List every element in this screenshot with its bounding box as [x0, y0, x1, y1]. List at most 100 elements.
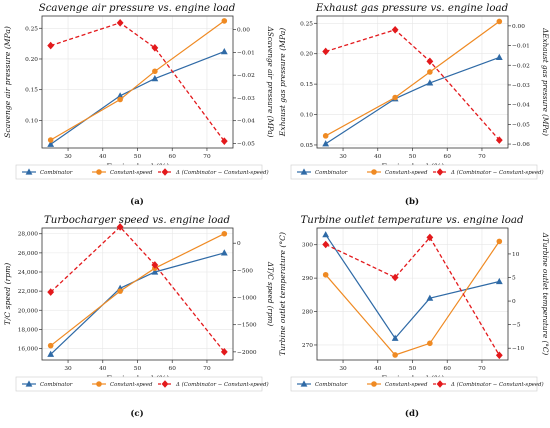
y2-axis-label: ΔT/C speed (rpm) [266, 261, 275, 327]
data-point [495, 53, 503, 60]
data-point [47, 342, 54, 349]
legend-swatch-marker [96, 381, 102, 387]
data-point [391, 273, 399, 282]
y-tick-label: 0.20 [25, 57, 38, 63]
y-axis-label: Exhaust gas pressure (MPa) [278, 28, 287, 137]
data-point [220, 348, 228, 356]
data-point [220, 249, 228, 256]
legend-label: Δ (Combinator − Constant-speed) [175, 169, 269, 176]
y-tick-label: 24,000 [18, 270, 39, 276]
x-tick-label: 50 [134, 366, 142, 372]
series-combinator [322, 231, 503, 341]
data-point [392, 352, 398, 358]
panel-c: Turbocharger speed vs. engine load 30 40 50… [0, 212, 275, 428]
legend-label: Combinator [40, 170, 73, 176]
y-tick-label: 300 [302, 243, 313, 249]
x-tick-label: 40 [374, 154, 382, 160]
chart-exhaust-gas-pressure: Exhaust gas pressure vs. engine load 30 40… [278, 3, 550, 207]
legend-label: Constant-speed [110, 170, 153, 176]
legend-swatch-marker [371, 381, 377, 387]
y2-axis-label: ΔExhaust gas pressure (MPa) [541, 27, 550, 136]
chart-title: Scavenge air pressure vs. engine load [39, 3, 236, 14]
y2-tick-label: −1500 [237, 323, 257, 329]
y2-tick-label: 0 [512, 299, 516, 305]
x-tick-label: 40 [99, 154, 107, 160]
series-constant-speed [322, 18, 503, 139]
y2-tick-label: 10 [512, 252, 520, 258]
legend-swatch-marker [161, 380, 169, 388]
x-tick-label: 70 [203, 366, 211, 372]
legend-swatch-marker [25, 380, 33, 387]
data-point [391, 334, 399, 341]
x-tick-label: 70 [478, 366, 486, 372]
data-point [117, 96, 123, 103]
data-point [47, 41, 55, 50]
grid [42, 228, 233, 360]
data-point [427, 340, 433, 347]
y2-tick-label: −10 [512, 346, 525, 352]
legend: Combinator Constant-speed Δ (Combinator − … [290, 164, 544, 180]
data-point [322, 231, 330, 238]
chart-turbine-outlet-temperature: Turbine outlet temperature vs. engine lo… [278, 215, 550, 419]
y2-tick-label: −0.02 [237, 73, 255, 79]
y2-tick-label: −0.02 [512, 63, 530, 69]
chart-title: Turbine outlet temperature vs. engine lo… [301, 215, 524, 226]
data-point [221, 18, 228, 24]
data-point [392, 94, 398, 101]
y-tick-label: 290 [302, 276, 313, 282]
legend-label: Combinator [315, 170, 348, 176]
y2-tick-label: −500 [237, 268, 253, 274]
data-point [117, 288, 123, 294]
legend: Combinator Constant-speed Δ (Combinator − … [15, 376, 269, 392]
panel-b: Exhaust gas pressure vs. engine load 30 40… [275, 0, 550, 216]
legend-box [15, 376, 263, 392]
y-tick-label: 0.10 [25, 118, 38, 124]
legend-swatch-marker [300, 380, 308, 387]
legend-swatch-marker [371, 169, 377, 175]
legend-swatch-marker [96, 169, 102, 175]
data-point [426, 57, 434, 66]
legend-label: Combinator [315, 382, 348, 388]
data-point [496, 238, 503, 245]
grid [42, 16, 233, 148]
y2-tick-label: 5 [512, 276, 516, 282]
series-constant-speed [47, 230, 228, 349]
x-tick-label: 50 [409, 366, 417, 372]
y-tick-label: 270 [302, 343, 313, 349]
x-tick-label: 30 [64, 366, 72, 372]
legend: Combinator Constant-speed Δ (Combinator − … [15, 164, 269, 180]
panel-label: (a) [130, 196, 144, 207]
data-point [47, 140, 55, 147]
data-point [322, 133, 329, 139]
x-tick-label: 60 [444, 366, 452, 372]
x-tick-label: 30 [339, 366, 347, 372]
y2-tick-label: −5 [512, 323, 521, 329]
y-axis-label: T/C speed (rpm) [3, 263, 12, 326]
legend-swatch-marker [25, 168, 33, 175]
y-tick-label: 18,000 [18, 327, 39, 333]
panel-label: (b) [405, 196, 419, 207]
series-line [50, 225, 225, 353]
series-line [50, 22, 225, 142]
series-line [325, 21, 500, 137]
series-line [325, 234, 500, 340]
data-point [221, 230, 228, 237]
y2-axis-label: ΔScavenge air pressure (MPa) [266, 26, 275, 138]
series-line [50, 20, 225, 141]
data-point [322, 240, 330, 249]
y2-tick-label: 0 [237, 241, 241, 247]
y-tick-label: 0.15 [25, 88, 38, 94]
x-tick-label: 60 [444, 154, 452, 160]
y-tick-label: 16,000 [18, 347, 39, 353]
y-tick-label: 0.05 [300, 143, 313, 149]
series-line [325, 56, 500, 145]
x-tick-label: 60 [169, 366, 177, 372]
chart-scavenge-air-pressure: Scavenge air pressure vs. engine load 30 4… [3, 3, 275, 207]
series-delta [47, 19, 228, 145]
panel-a: Scavenge air pressure vs. engine load 30 4… [0, 0, 275, 216]
legend-swatch-marker [300, 168, 308, 175]
legend-label: Δ (Combinator − Constant-speed) [450, 381, 544, 388]
x-tick-label: 70 [478, 154, 486, 160]
y2-tick-label: −0.04 [237, 119, 255, 125]
data-point [495, 136, 503, 144]
